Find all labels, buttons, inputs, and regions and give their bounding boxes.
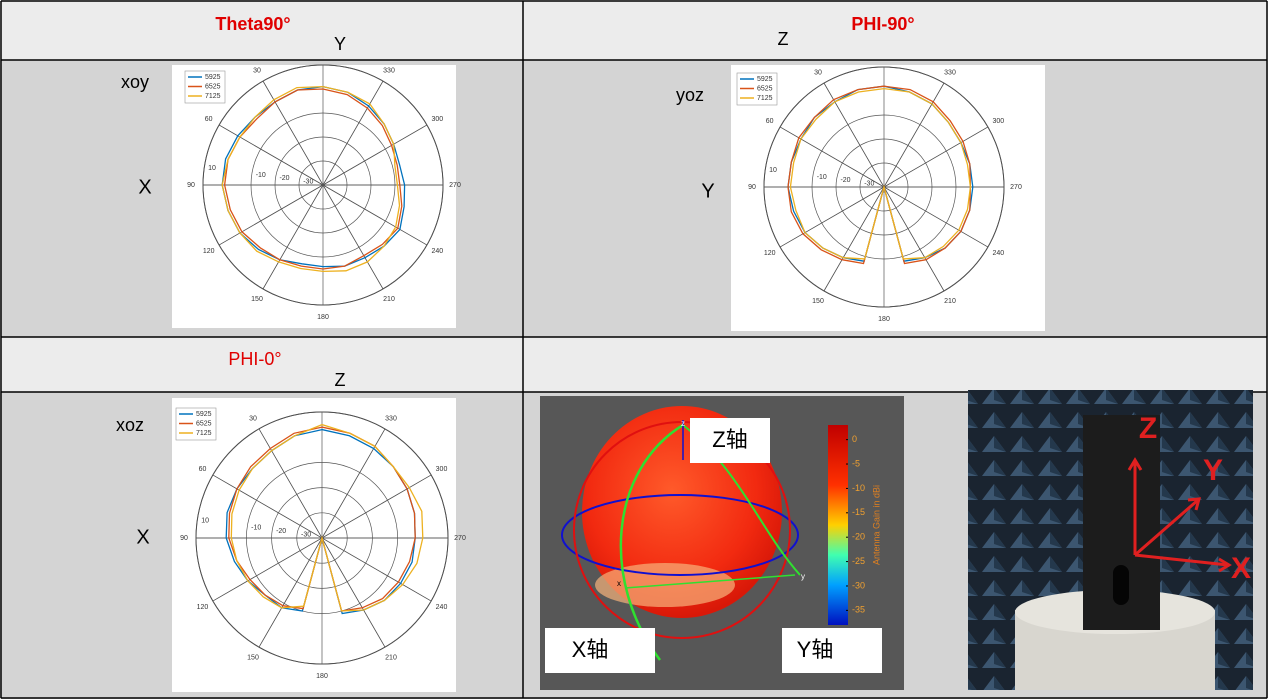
theta-tick-label: 90 <box>180 535 188 542</box>
theta-tick-label: 300 <box>431 116 443 123</box>
small-axis: x <box>617 579 621 588</box>
plot-background <box>731 65 1045 331</box>
header-title: PHI-0° <box>228 349 281 369</box>
plane-label: xoy <box>121 72 149 92</box>
colorbar-tick-label: -10 <box>852 483 865 493</box>
theta-tick-label: 30 <box>253 68 261 75</box>
colorbar-tick-label: -30 <box>852 580 865 590</box>
r-tick-label: -20 <box>279 175 289 182</box>
theta-tick-label: 210 <box>383 296 395 303</box>
theta-tick-label: 330 <box>383 68 395 75</box>
theta-tick-label: 60 <box>199 466 207 473</box>
theta-tick-label: 150 <box>251 296 263 303</box>
theta-tick-label: 210 <box>385 654 397 661</box>
legend-label: 7125 <box>757 95 773 102</box>
axis-caption: Y轴 <box>797 637 834 662</box>
photo-axis: Z <box>1139 412 1157 445</box>
theta-tick-label: 210 <box>944 298 956 305</box>
theta-tick-label: 30 <box>814 70 822 77</box>
pattern-line <box>789 87 972 260</box>
theta-tick-label: 180 <box>878 316 890 323</box>
colorbar-tick-label: -20 <box>852 532 865 542</box>
legend-label: 6525 <box>196 420 212 427</box>
colorbar-tick-label: -5 <box>852 458 860 468</box>
colorbar-label: Antenna Gain in dBi <box>871 485 881 565</box>
axis-caption: X轴 <box>572 637 609 662</box>
colorbar-tick-label: -25 <box>852 556 865 566</box>
legend-label: 7125 <box>196 430 212 437</box>
legend-label: 5925 <box>196 411 212 418</box>
small-axis: z <box>681 419 685 428</box>
theta-tick-label: 60 <box>766 118 774 125</box>
header-axis: Z <box>778 29 789 49</box>
theta-tick-label: 120 <box>203 248 215 255</box>
theta-tick-label: 300 <box>436 466 448 473</box>
header-title: PHI-90° <box>851 14 914 34</box>
theta-tick-label: 120 <box>197 604 209 611</box>
legend-label: 5925 <box>757 76 773 83</box>
theta-tick-label: 30 <box>249 415 257 422</box>
small-axis: y <box>801 572 805 581</box>
axis-caption: Z轴 <box>712 427 747 452</box>
theta-tick-label: 300 <box>992 118 1004 125</box>
header-title: Theta90° <box>215 14 290 34</box>
legend-label: 5925 <box>205 74 221 81</box>
header-row <box>0 337 1268 392</box>
theta-tick-label: 270 <box>454 535 466 542</box>
theta-tick-label: 60 <box>205 116 213 123</box>
theta-tick-label: 180 <box>317 314 329 321</box>
plot-background <box>172 65 456 328</box>
colorbar-tick-label: -15 <box>852 507 865 517</box>
plane-label: yoz <box>676 85 704 105</box>
r-tick-label: -30 <box>303 179 313 186</box>
r-tick-label: -30 <box>864 181 874 188</box>
theta-tick-label: 330 <box>944 70 956 77</box>
theta-tick-label: 270 <box>449 182 461 189</box>
theta-tick-label: 150 <box>812 298 824 305</box>
header-row <box>0 0 1268 60</box>
photo <box>968 390 1253 690</box>
theta-tick-label: 240 <box>436 604 448 611</box>
r-tick-label: -30 <box>301 531 311 538</box>
axis-label: X <box>136 526 149 548</box>
r-tick-label: -10 <box>817 174 827 181</box>
r-tick-label: -10 <box>251 524 261 531</box>
pattern-line <box>230 423 424 612</box>
r-tick-label: 10 <box>201 517 209 524</box>
r-tick-label: 10 <box>769 167 777 174</box>
grid-spoke <box>262 80 384 290</box>
theta-tick-label: 150 <box>247 654 259 661</box>
theta-tick-label: 120 <box>764 250 776 257</box>
legend-label: 6525 <box>757 85 773 92</box>
pattern-3d <box>540 396 904 690</box>
r-tick-label: 10 <box>208 165 216 172</box>
colorbar-tick-label: 0 <box>852 434 857 444</box>
plane-label: xoz <box>116 415 144 435</box>
r-tick-label: -10 <box>256 172 266 179</box>
theta-tick-label: 90 <box>748 184 756 191</box>
theta-tick-label: 240 <box>992 250 1004 257</box>
axis-label: Y <box>701 180 714 202</box>
legend-label: 6525 <box>205 83 221 90</box>
r-tick-label: -20 <box>840 177 850 184</box>
r-tick-label: -20 <box>276 528 286 535</box>
header-axis: Y <box>334 34 346 54</box>
colorbar-tick-label: -35 <box>852 605 865 615</box>
header-axis: Z <box>335 370 346 390</box>
axis-label: X <box>138 176 151 198</box>
theta-tick-label: 270 <box>1010 184 1022 191</box>
photo-axis: Y <box>1203 454 1223 487</box>
pattern-line <box>221 85 401 273</box>
photo-axis: X <box>1231 552 1251 585</box>
theta-tick-label: 180 <box>316 673 328 680</box>
theta-tick-label: 240 <box>431 248 443 255</box>
legend-label: 7125 <box>205 93 221 100</box>
theta-tick-label: 330 <box>385 415 397 422</box>
theta-tick-label: 90 <box>187 182 195 189</box>
